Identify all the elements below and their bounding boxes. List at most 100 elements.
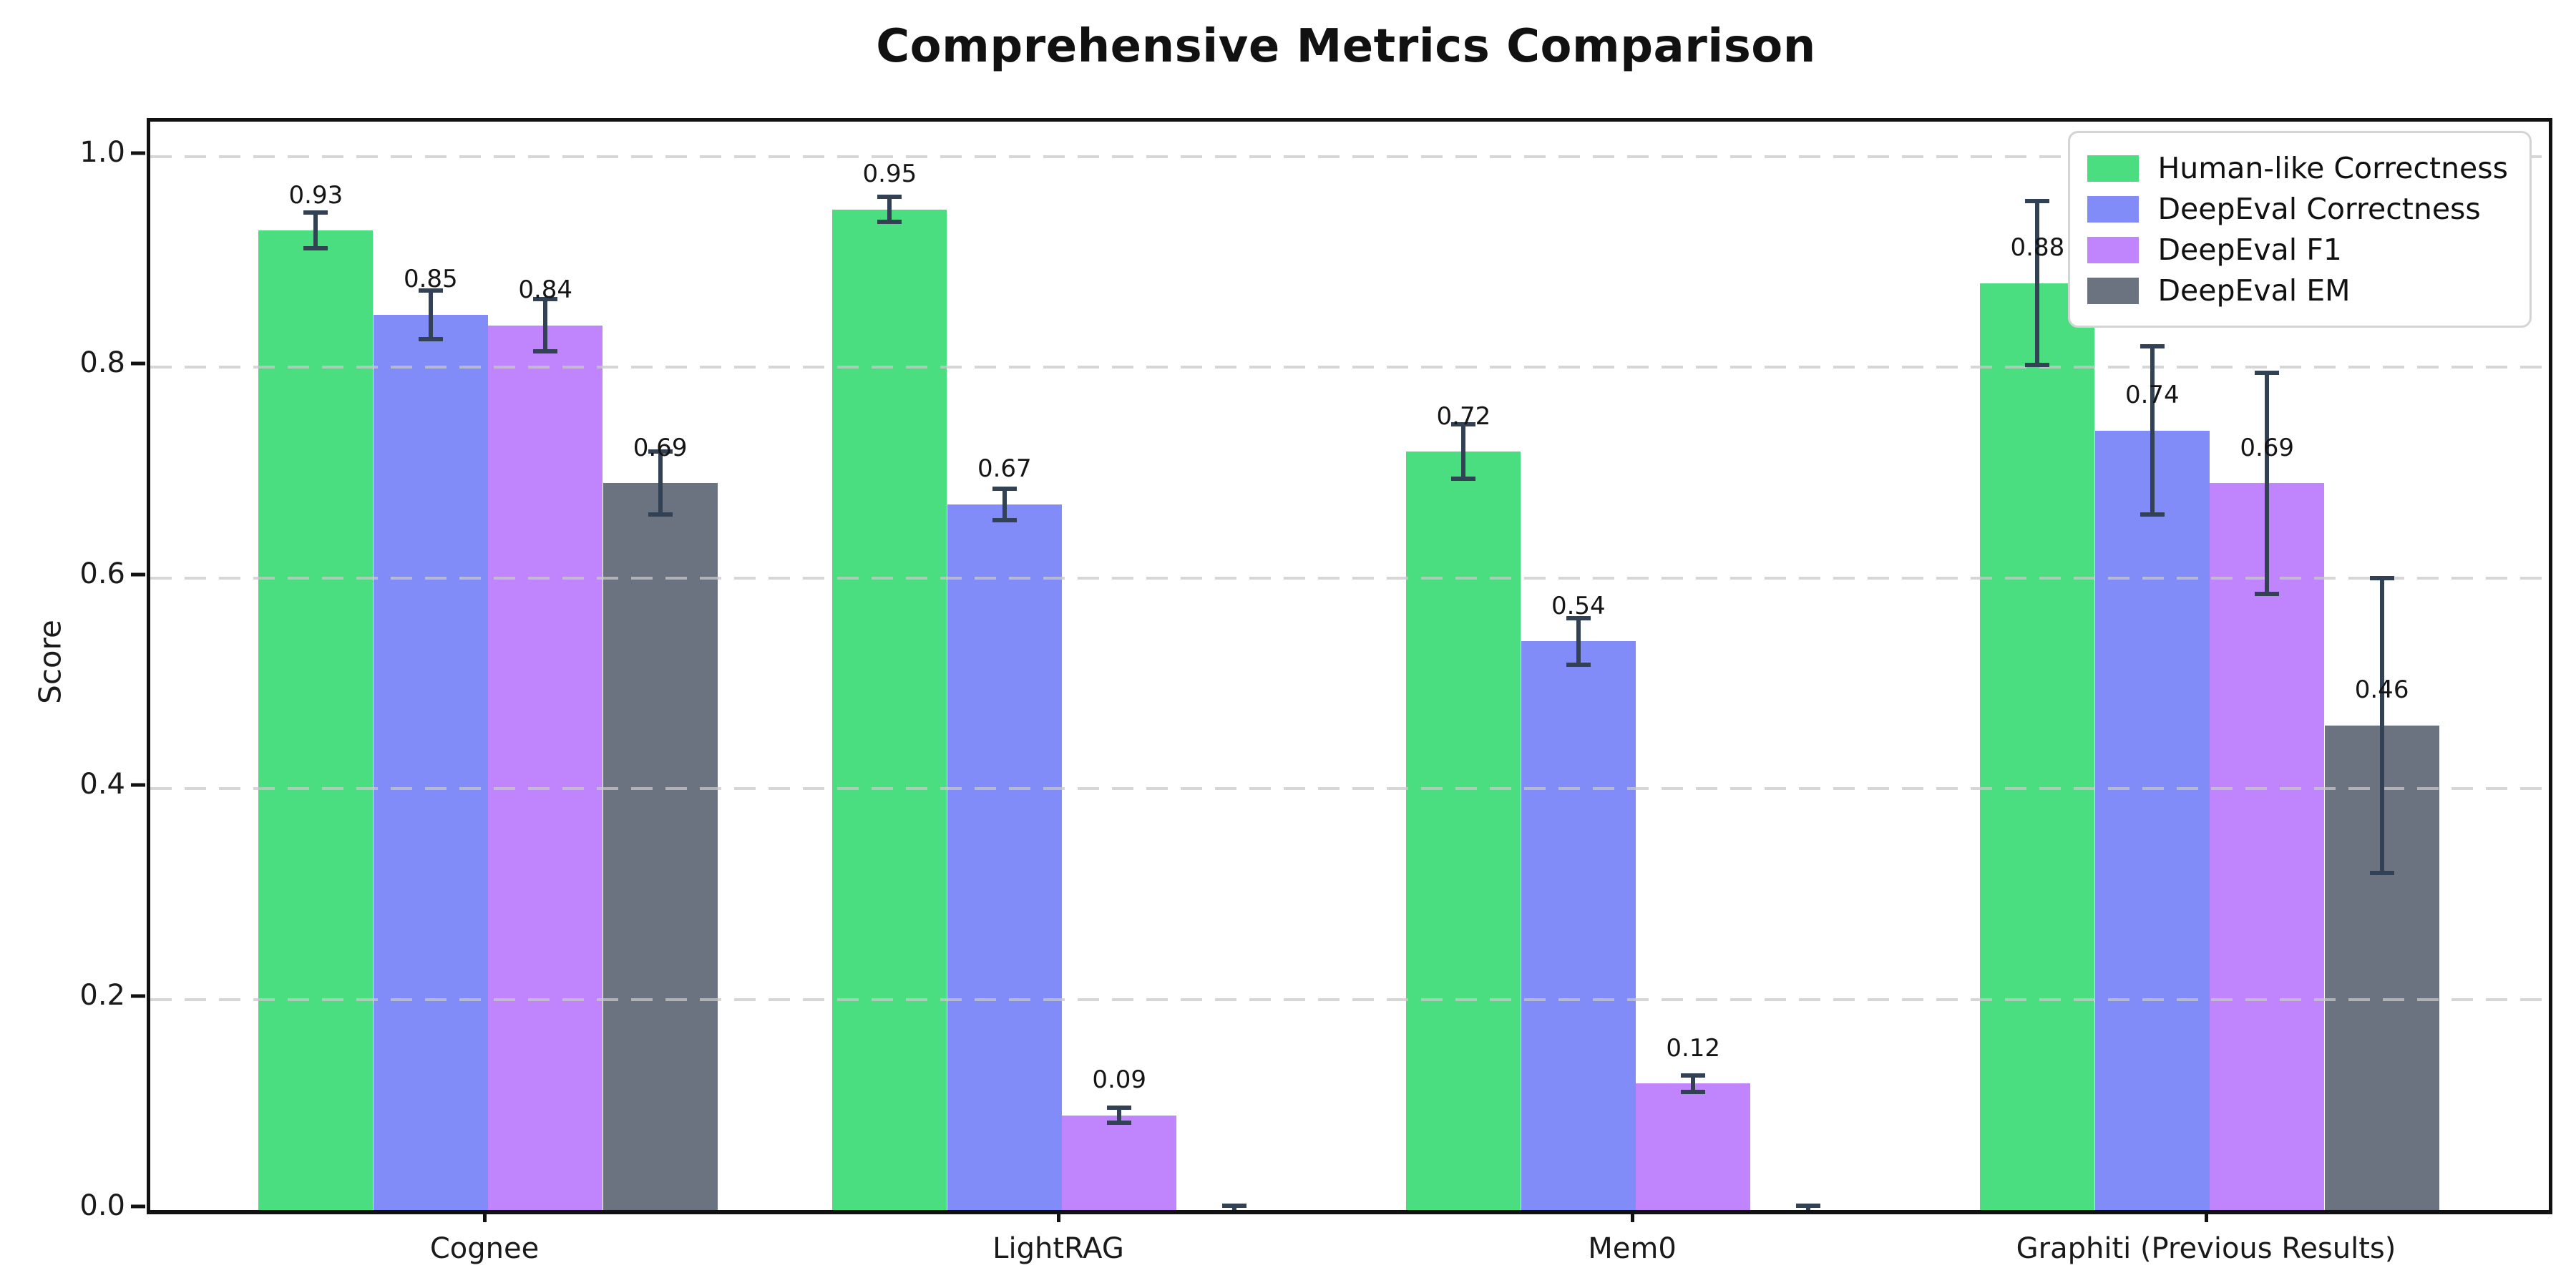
bar-value-label: 0.69 [633,433,688,462]
error-bar [543,298,548,352]
y-tick-label: 0.2 [79,978,125,1012]
y-tick-label: 0.4 [79,768,125,801]
legend-swatch [2087,277,2140,304]
y-tick-mark [131,1204,145,1209]
error-bar-cap [1451,477,1476,482]
y-tick-label: 1.0 [79,136,125,170]
y-axis-title: Score [32,620,68,704]
error-bar-cap [1221,1204,1246,1209]
y-tick-label: 0.0 [79,1189,125,1223]
gridline [150,366,2549,369]
legend: Human-like Correctness DeepEval Correctne… [2068,131,2532,328]
bar [1636,1083,1751,1210]
error-bar-cap [2025,198,2050,203]
error-bar [887,196,892,223]
error-bar-cap [1681,1073,1706,1078]
bar [1980,283,2095,1210]
legend-label: DeepEval EM [2157,273,2351,308]
error-bar-cap [2369,575,2394,580]
x-tick-mark [1057,1211,1060,1222]
legend-swatch [2087,195,2140,223]
error-bar-cap [877,220,902,225]
error-bar [2035,200,2040,366]
bar [832,209,947,1210]
x-tick-label: LightRAG [992,1232,1124,1265]
bar [488,325,603,1210]
error-bar-cap [2255,370,2280,375]
bar-value-label: 0.69 [2240,433,2295,462]
error-bar-cap [418,288,443,293]
bar [2210,483,2325,1210]
error-bar [1576,618,1581,665]
bar-value-label: 0.93 [288,180,343,210]
bar [258,230,374,1210]
error-bar-cap [2140,343,2165,348]
error-bar [428,290,433,339]
bar [602,483,718,1210]
gridline [150,576,2549,580]
error-bar-cap [1795,1204,1820,1209]
error-bar [658,452,663,515]
bar [373,314,488,1210]
bar [1406,452,1521,1210]
error-bar [2265,372,2270,594]
error-bar-cap [2140,512,2165,517]
legend-item: DeepEval F1 [2087,233,2508,267]
plot-canvas: 0.93 0.95 0.72 0.88 0.85 0.67 0.54 0.74 0.84 0.09… [150,122,2549,1210]
bar-value-label: 0.72 [1436,401,1491,431]
y-tick-mark [131,994,145,998]
gridline [150,787,2549,791]
y-tick-mark [131,151,145,155]
error-bar [1002,488,1007,520]
bar [1062,1115,1177,1210]
error-bar-cap [1566,615,1591,620]
x-tick-mark [483,1211,487,1222]
legend-swatch [2087,236,2140,263]
gridline [150,155,2549,158]
error-bar-cap [1681,1090,1706,1095]
legend-label: Human-like Correctness [2157,151,2508,185]
error-bar-cap [1107,1120,1132,1125]
y-tick-label: 0.8 [79,346,125,380]
x-tick-mark [1631,1211,1634,1222]
error-bar-cap [648,449,673,454]
bar-value-label: 0.12 [1666,1033,1721,1063]
legend-item: Human-like Correctness [2087,151,2508,185]
y-tick-label: 0.6 [79,557,125,590]
legend-label: DeepEval F1 [2157,233,2342,267]
bar [1521,641,1636,1210]
error-bar-cap [533,296,558,301]
x-tick-label: Graphiti (Previous Results) [2016,1232,2396,1265]
error-bar [313,213,318,249]
error-bar [1691,1075,1696,1093]
bar-value-label: 0.84 [518,275,573,305]
bar-value-label: 0.54 [1551,591,1606,620]
error-bar-cap [303,210,328,215]
error-bar [2150,346,2155,515]
chart-title: Comprehensive Metrics Comparison [876,20,1816,73]
x-tick-label: Mem0 [1588,1232,1677,1265]
gridline [150,997,2549,1001]
y-tick-mark [131,783,145,787]
x-tick-mark [2205,1211,2208,1222]
error-bar-cap [1451,421,1476,426]
bar [947,504,1062,1210]
error-bar-cap [303,246,328,251]
error-bar-cap [1107,1106,1132,1111]
error-bar [1461,424,1466,479]
error-bar-cap [648,512,673,517]
error-bar [2379,577,2384,873]
legend-swatch [2087,155,2140,182]
bar-value-label: 0.74 [2124,381,2180,410]
error-bar-cap [1566,662,1591,667]
legend-items: Human-like Correctness DeepEval Correctne… [2087,151,2508,308]
error-bar-cap [2255,591,2280,596]
legend-item: DeepEval EM [2087,273,2508,308]
error-bar [1117,1108,1122,1123]
bar-value-label: 0.67 [977,454,1032,484]
bar-value-label: 0.88 [2010,233,2065,263]
error-bar-cap [2369,870,2394,875]
y-tick-mark [131,572,145,577]
x-tick-label: Cognee [429,1232,540,1265]
